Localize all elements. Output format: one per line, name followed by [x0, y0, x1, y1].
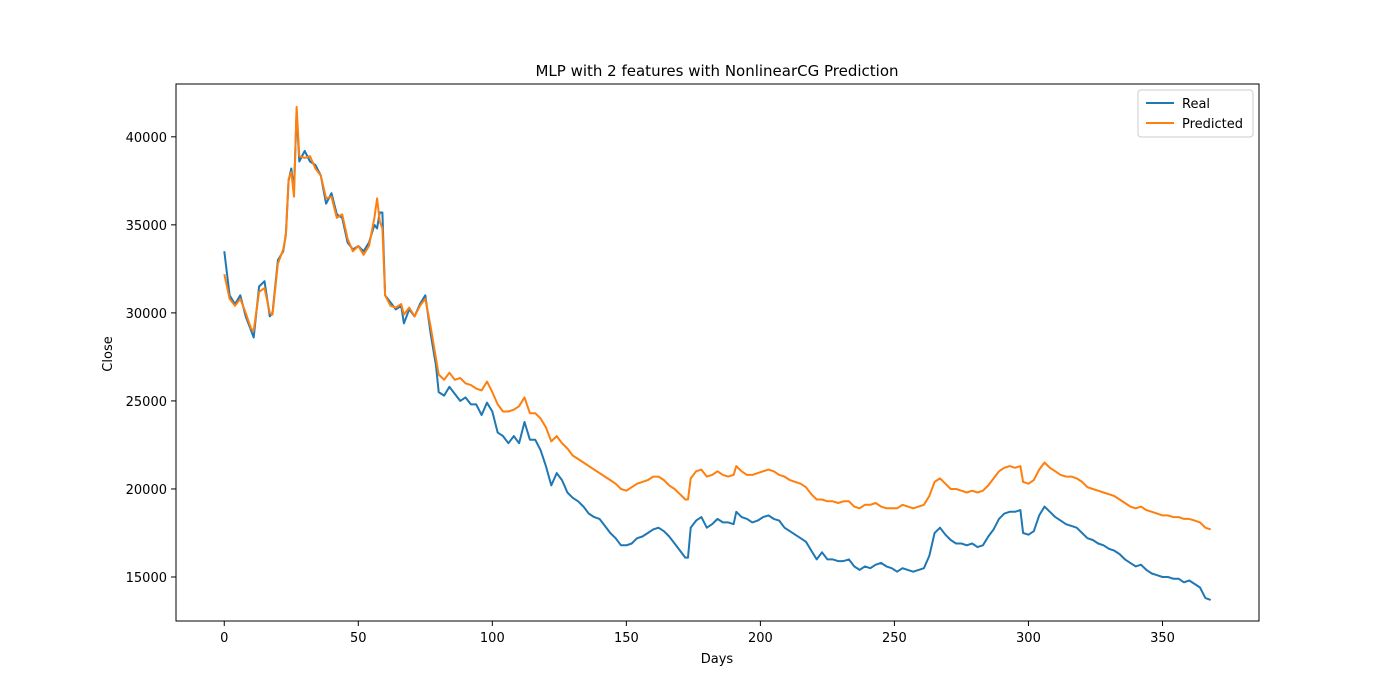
y-axis-label: Close — [101, 336, 116, 371]
series-line-real — [223, 111, 1212, 601]
x-axis: 0 50 100 150 200 250 300 350 — [220, 621, 1175, 646]
y-tick-label: 35000 — [126, 219, 167, 234]
x-tick-label: 350 — [1150, 631, 1175, 646]
x-tick-label: 50 — [350, 631, 367, 646]
x-tick-label: 100 — [480, 631, 505, 646]
x-tick-label: 0 — [220, 631, 228, 646]
series-line-predicted — [223, 105, 1212, 531]
y-tick-label: 20000 — [126, 483, 167, 498]
x-tick-label: 250 — [882, 631, 907, 646]
y-axis: 15000 20000 25000 30000 35000 40000 — [126, 131, 176, 586]
y-tick-label: 25000 — [126, 395, 167, 410]
x-tick-label: 150 — [614, 631, 639, 646]
x-axis-label: Days — [701, 652, 734, 667]
chart-title: MLP with 2 features with NonlinearCG Pre… — [535, 62, 898, 80]
legend-label-real: Real — [1182, 97, 1210, 112]
y-tick-label: 40000 — [126, 131, 167, 146]
y-tick-label: 15000 — [126, 571, 167, 586]
y-tick-label: 30000 — [126, 307, 167, 322]
x-tick-label: 200 — [748, 631, 773, 646]
plot-frame — [175, 83, 1260, 622]
legend-box — [1137, 89, 1254, 138]
x-tick-label: 300 — [1016, 631, 1041, 646]
legend-label-predicted: Predicted — [1182, 117, 1243, 132]
legend: Real Predicted — [1137, 89, 1254, 138]
plot-lines — [223, 105, 1212, 601]
